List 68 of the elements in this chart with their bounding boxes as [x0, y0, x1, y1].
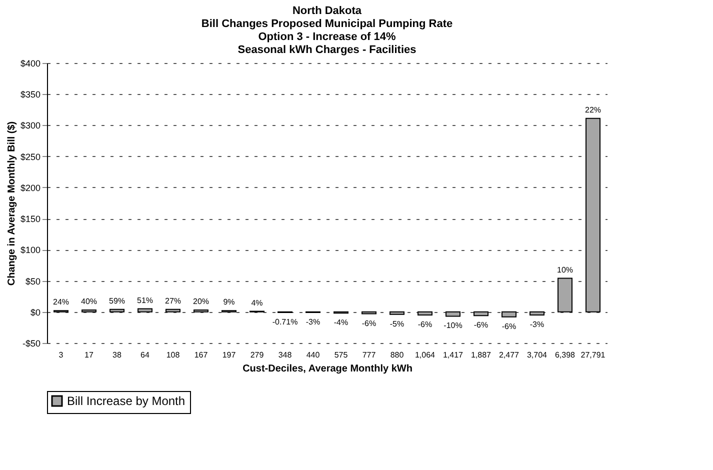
y-axis-title: Change in Average Monthly Bill ($) [6, 121, 18, 286]
y-tick-label: $350 [20, 90, 40, 100]
x-tick-label: 348 [278, 350, 292, 360]
x-tick-label: 2,477 [498, 350, 520, 360]
x-tick-label: 3,704 [526, 350, 548, 360]
bar [138, 308, 152, 312]
x-tick-label: 17 [84, 350, 94, 360]
bar [502, 311, 516, 318]
annotation: 10% [556, 265, 574, 274]
annotation: -6% [418, 320, 432, 329]
text: Option 3 - Increase of 14% [258, 31, 396, 43]
x-tick-label: 279 [250, 350, 264, 360]
text: North Dakota [292, 5, 362, 17]
x-tick-label: 1,064 [414, 350, 436, 360]
legend-label: Bill Increase by Month [67, 394, 186, 408]
y-tick-label: $300 [20, 120, 40, 131]
x-tick-label: 167 [194, 350, 208, 360]
x-tick-label: 197 [222, 350, 236, 360]
annotation: -6% [502, 322, 516, 331]
annotation: 20% [192, 297, 210, 306]
x-tick-label: 575 [334, 350, 348, 360]
annotation: 4% [251, 298, 263, 308]
annotation: -3% [306, 318, 320, 327]
bar [166, 308, 180, 312]
x-axis-title: Cust-Deciles, Average Monthly kWh [242, 364, 412, 374]
text: Bill Changes Proposed Municipal Pumping Rate [201, 18, 453, 30]
bar [474, 311, 488, 316]
y-tick-label: $200 [20, 182, 40, 193]
y-tick-label: $100 [20, 245, 40, 256]
x-tick-label: 64 [140, 350, 150, 360]
bar [558, 278, 572, 312]
x-tick-label: 1,887 [470, 350, 492, 360]
bar [418, 311, 432, 316]
x-tick-label: 880 [390, 350, 404, 360]
bar [110, 308, 124, 312]
y-tick-label: $50 [25, 276, 40, 286]
text: Seasonal kWh Charges - Facilities [238, 44, 416, 56]
annotation: -6% [474, 320, 488, 330]
x-tick-label: 1,417 [442, 350, 464, 360]
bar [586, 118, 600, 312]
annotation: 59% [108, 296, 126, 306]
annotation: 22% [584, 105, 602, 114]
x-tick-label: 440 [306, 350, 320, 360]
annotation: -0.71% [272, 318, 298, 327]
annotation: -10% [444, 321, 462, 330]
annotation: 51% [136, 296, 154, 305]
annotation: -4% [334, 318, 348, 328]
annotation: -5% [390, 319, 404, 328]
bar [390, 311, 404, 315]
y-tick-label: -$50 [22, 338, 40, 348]
y-tick-label: $400 [20, 58, 40, 68]
y-tick-label: $0 [30, 307, 40, 318]
x-tick-label: 777 [362, 350, 376, 360]
x-tick-label: 108 [166, 350, 180, 360]
x-tick-label: 3 [58, 350, 64, 360]
x-tick-label: 6,398 [554, 350, 576, 360]
annotation: -6% [362, 318, 376, 328]
bar [446, 311, 460, 317]
y-tick-label: $150 [20, 214, 40, 224]
annotation: 40% [80, 297, 98, 306]
y-tick-label: $250 [20, 152, 40, 162]
x-tick-label: 38 [112, 350, 122, 360]
bar [530, 311, 544, 316]
annotation: -3% [530, 320, 544, 329]
x-tick-label: 27,791 [580, 350, 606, 360]
annotation: 24% [52, 298, 70, 307]
annotation: 27% [164, 296, 182, 306]
annotation: 9% [223, 298, 235, 307]
